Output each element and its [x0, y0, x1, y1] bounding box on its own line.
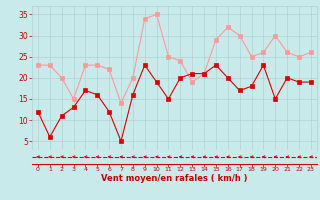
X-axis label: Vent moyen/en rafales ( km/h ): Vent moyen/en rafales ( km/h ) [101, 174, 248, 183]
